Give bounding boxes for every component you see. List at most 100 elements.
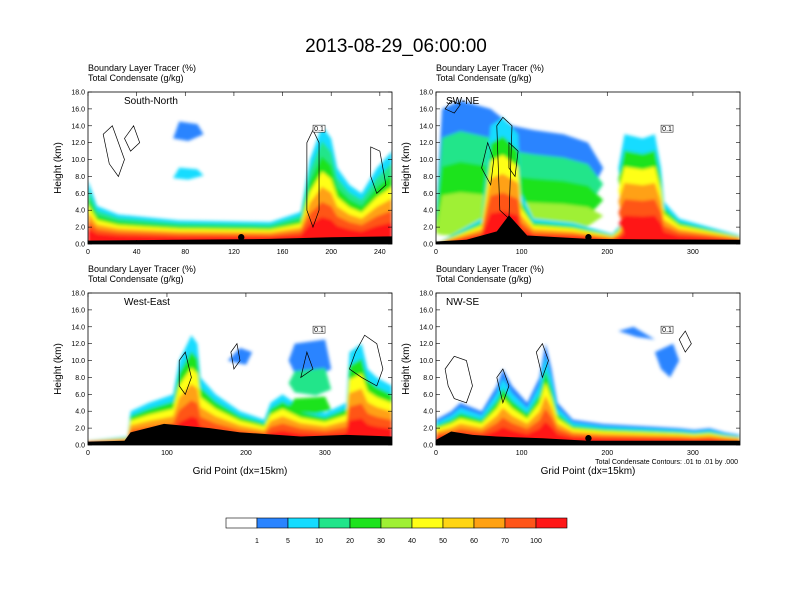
condensate-contour — [230, 342, 241, 370]
x-tick-label: 240 — [374, 249, 386, 256]
y-tick-label: 2.0 — [423, 426, 433, 433]
contour-label: 0.1 — [314, 327, 324, 334]
plot-area: 0.1 — [88, 92, 392, 244]
x-axis-label: Grid Point (dx=15km) — [541, 466, 636, 477]
y-tick-label: 16.0 — [71, 106, 85, 113]
panel-title: South-North — [124, 96, 178, 107]
tracer-band-0-6 — [88, 217, 392, 244]
y-tick-label: 18.0 — [71, 291, 85, 298]
y-tick-label: 10.0 — [71, 157, 85, 164]
x-tick-label: 0 — [86, 450, 90, 457]
y-tick-label: 6.0 — [423, 392, 433, 399]
y-tick-label: 10.0 — [419, 157, 433, 164]
header-line1: Boundary Layer Tracer (%) — [88, 63, 196, 73]
x-tick-label: 200 — [325, 249, 337, 256]
y-tick-label: 6.0 — [75, 191, 85, 198]
colorbar-label: 1 — [255, 538, 259, 545]
y-axis-label: Height (km) — [401, 142, 412, 194]
condensate-contour — [124, 125, 141, 152]
colorbar-box — [504, 517, 537, 529]
tracer-band-2-0 — [654, 343, 680, 378]
x-tick-label: 200 — [601, 450, 613, 457]
condensate-contour — [349, 334, 384, 387]
colorbar-box — [225, 517, 258, 529]
colorbar-label: 10 — [315, 538, 323, 545]
x-tick-label: 0 — [434, 249, 438, 256]
y-tick-label: 8.0 — [423, 375, 433, 382]
x-tick-label: 100 — [161, 450, 173, 457]
terrain — [436, 431, 740, 445]
condensate-contour — [370, 146, 387, 194]
tracer-band-2-0 — [288, 339, 332, 378]
tracer-band-1-0 — [227, 347, 253, 365]
plot-area: 0.1 — [436, 92, 740, 244]
panel-frame — [435, 91, 741, 245]
y-tick-label: 14.0 — [71, 123, 85, 130]
y-tick-label: 4.0 — [423, 409, 433, 416]
location-marker — [237, 435, 244, 442]
y-tick-label: 16.0 — [419, 106, 433, 113]
tracer-band-2-1 — [288, 368, 332, 396]
header-line1: Boundary Layer Tracer (%) — [436, 264, 544, 274]
colorbar-box — [442, 517, 475, 529]
colorbar-box — [411, 517, 444, 529]
condensate-contour — [178, 351, 192, 396]
header-line2: Total Condensate (g/kg) — [88, 73, 184, 83]
x-tick-label: 0 — [86, 249, 90, 256]
y-axis-label: Height (km) — [53, 142, 64, 194]
y-tick-label: 18.0 — [71, 90, 85, 97]
contour-label-box — [660, 124, 674, 133]
contour-label: 0.1 — [314, 126, 324, 133]
panel-frame — [87, 292, 393, 446]
y-tick-label: 10.0 — [419, 358, 433, 365]
y-tick-label: 8.0 — [423, 174, 433, 181]
x-axis-label: Grid Point (dx=15km) — [193, 466, 288, 477]
x-tick-label: 160 — [277, 249, 289, 256]
tracer-band-1-0 — [173, 121, 204, 141]
colorbar-label: 20 — [346, 538, 354, 545]
x-tick-label: 100 — [516, 450, 528, 457]
condensate-contour — [496, 368, 510, 404]
panel-sw-ne: Boundary Layer Tracer (%)Total Condensat… — [401, 63, 741, 256]
colorbar-box — [256, 517, 289, 529]
colorbar-box — [380, 517, 413, 529]
y-tick-label: 10.0 — [71, 358, 85, 365]
y-tick-label: 2.0 — [75, 426, 85, 433]
plot-area: 0.1 — [88, 293, 392, 445]
panel-frame — [435, 292, 741, 446]
panel-title: West-East — [124, 297, 170, 308]
y-tick-label: 0.0 — [75, 443, 85, 450]
header-line1: Boundary Layer Tracer (%) — [88, 264, 196, 274]
contour-label-box — [312, 124, 326, 133]
y-axis-label: Height (km) — [401, 343, 412, 395]
x-tick-label: 120 — [228, 249, 240, 256]
colorbar-label: 30 — [377, 538, 385, 545]
y-tick-label: 12.0 — [419, 140, 433, 147]
y-tick-label: 0.0 — [423, 443, 433, 450]
y-tick-label: 8.0 — [75, 174, 85, 181]
colorbar-box — [318, 517, 351, 529]
y-tick-label: 16.0 — [71, 307, 85, 314]
header-line1: Boundary Layer Tracer (%) — [436, 63, 544, 73]
x-tick-label: 300 — [319, 450, 331, 457]
tracer-band-1-1 — [173, 167, 204, 180]
figure-title: 2013-08-29_06:00:00 — [305, 36, 487, 57]
y-tick-label: 14.0 — [419, 324, 433, 331]
y-tick-label: 12.0 — [419, 341, 433, 348]
x-tick-label: 80 — [181, 249, 189, 256]
x-tick-label: 200 — [240, 450, 252, 457]
condensate-contour — [496, 116, 513, 220]
contour-label-box — [312, 325, 326, 334]
terrain — [88, 423, 392, 445]
panel-west-east: Boundary Layer Tracer (%)Total Condensat… — [53, 264, 393, 477]
condensate-contour — [300, 350, 314, 379]
panel-frame — [87, 91, 393, 245]
colorbar: 1 5 10 20 30 40 50 60 70 100 — [225, 517, 568, 545]
colorbar-box — [349, 517, 382, 529]
y-tick-label: 6.0 — [75, 392, 85, 399]
condensate-contour — [508, 141, 519, 178]
y-tick-label: 4.0 — [423, 208, 433, 215]
y-tick-label: 16.0 — [419, 307, 433, 314]
colorbar-label: 40 — [408, 538, 416, 545]
y-tick-label: 12.0 — [71, 341, 85, 348]
